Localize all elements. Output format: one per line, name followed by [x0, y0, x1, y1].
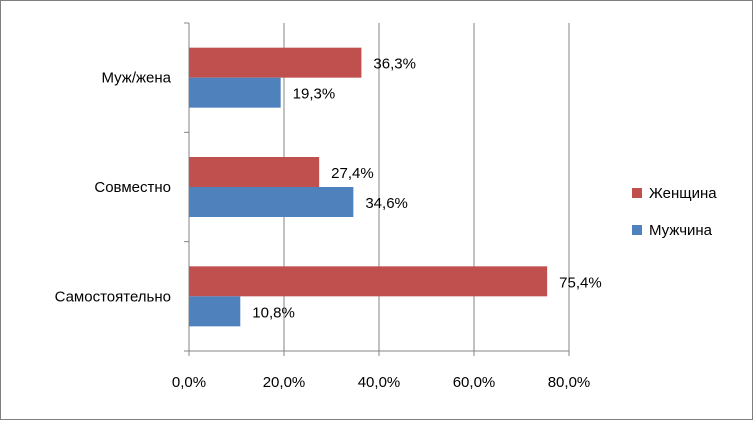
data-label: 19,3%: [293, 86, 336, 103]
bar: [189, 296, 241, 327]
axes: 0,0% 20,0% 40,0% 60,0% 80,0% Муж/жена Совместн…: [55, 22, 591, 391]
bar: [189, 266, 548, 297]
x-tick-label: 20,0%: [263, 374, 306, 391]
x-tick-label: 0,0%: [172, 374, 206, 391]
data-label: 36,3%: [373, 56, 416, 73]
bar: [189, 187, 354, 217]
bar: [189, 47, 362, 78]
data-label: 34,6%: [365, 195, 408, 212]
bar: [189, 77, 281, 108]
data-labels: 36,3% 19,3% 27,4% 34,6% 75,4% 10,8%: [252, 56, 601, 322]
category-label: Самостоятельно: [55, 288, 171, 305]
x-tick-label: 80,0%: [548, 374, 591, 391]
legend-label: Мужчина: [649, 222, 713, 239]
legend-swatch: [632, 225, 642, 235]
legend-label: Женщина: [649, 185, 717, 202]
legend-swatch: [632, 188, 642, 198]
data-label: 75,4%: [559, 274, 602, 291]
category-label: Совместно: [94, 179, 171, 196]
x-tick-label: 40,0%: [358, 374, 401, 391]
bars: [189, 47, 548, 327]
data-label: 10,8%: [252, 304, 295, 321]
bar: [189, 157, 320, 187]
x-tick-label: 60,0%: [453, 374, 496, 391]
legend: Женщина Мужчина: [632, 185, 717, 239]
data-label: 27,4%: [331, 165, 374, 182]
category-label: Муж/жена: [101, 70, 171, 87]
